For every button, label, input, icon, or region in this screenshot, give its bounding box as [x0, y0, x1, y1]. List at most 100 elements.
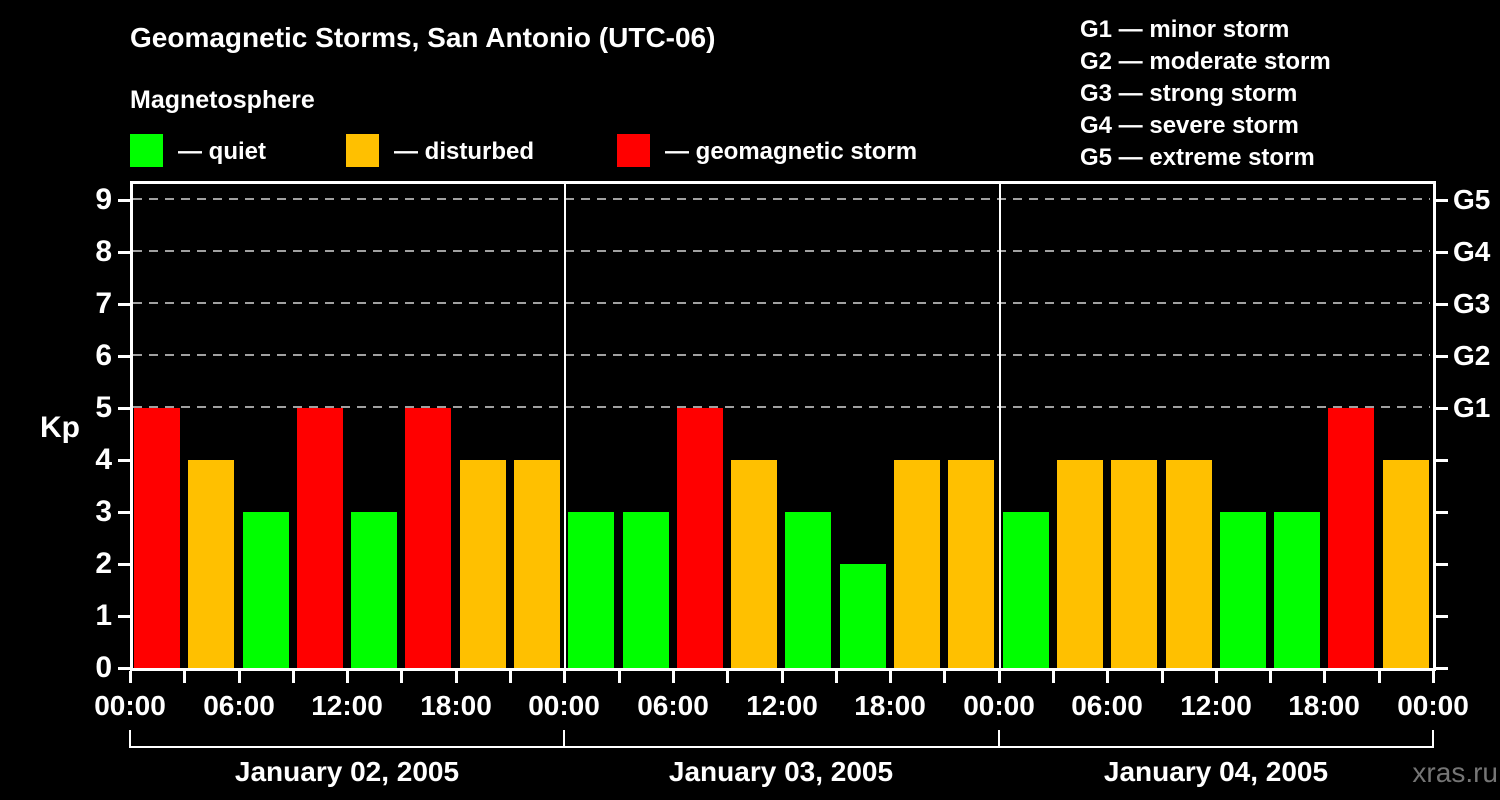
date-bracket-tick [1432, 730, 1434, 748]
g-axis-label: G4 [1453, 236, 1491, 267]
g-legend-line: G1 — minor storm [1080, 16, 1290, 43]
kp-bar [405, 408, 451, 668]
y-tick-left [118, 407, 130, 410]
day-separator [999, 181, 1001, 668]
kp-bar [1274, 512, 1320, 668]
kp-bar [1328, 408, 1374, 668]
x-tick [183, 671, 186, 683]
gridline-kp8 [133, 250, 1430, 252]
watermark: xras.ru [1412, 757, 1498, 788]
kp-bar [351, 512, 397, 668]
x-tick [943, 671, 946, 683]
y-tick-right [1436, 251, 1448, 254]
x-tick [835, 671, 838, 683]
x-tick [129, 671, 132, 683]
y-tick-left [118, 251, 130, 254]
date-bracket-line [999, 746, 1433, 748]
x-tick [1269, 671, 1272, 683]
disturbed-legend-label: — disturbed [394, 138, 535, 165]
x-tick-label: 00:00 [1397, 690, 1469, 721]
y-tick-right [1436, 615, 1448, 618]
x-tick-label: 12:00 [311, 690, 383, 721]
kp-bar [1383, 460, 1429, 668]
x-tick [400, 671, 403, 683]
kp-bar [1220, 512, 1266, 668]
y-tick-label: 0 [95, 651, 112, 684]
y-tick-label: 5 [95, 391, 112, 424]
g-axis-label: G2 [1453, 340, 1491, 371]
x-tick-label: 06:00 [1071, 690, 1143, 721]
kp-bar [894, 460, 940, 668]
gridline-kp7 [133, 302, 1430, 304]
x-tick [1432, 671, 1435, 683]
x-tick-label: 06:00 [637, 690, 709, 721]
x-tick-label: 18:00 [1288, 690, 1360, 721]
kp-bar [731, 460, 777, 668]
kp-bar [514, 460, 560, 668]
day-separator [564, 181, 566, 668]
gridline-kp9 [133, 198, 1430, 200]
g-scale-legend: G1 — minor storm G2 — moderate storm G3 — … [1080, 14, 1331, 174]
kp-bar [1111, 460, 1157, 668]
kp-bar [623, 512, 669, 668]
y-tick-right [1436, 511, 1448, 514]
quiet-legend-label: — quiet [178, 138, 266, 165]
x-tick [563, 671, 566, 683]
x-tick [889, 671, 892, 683]
y-tick-label: 7 [95, 287, 112, 320]
plot-border-top [130, 181, 1436, 184]
kp-bar [243, 512, 289, 668]
kp-bar [840, 564, 886, 668]
x-tick [1106, 671, 1109, 683]
date-bracket-line [564, 746, 998, 748]
x-tick [781, 671, 784, 683]
g-legend-line: G2 — moderate storm [1080, 48, 1331, 75]
x-tick [1161, 671, 1164, 683]
x-tick [998, 671, 1001, 683]
y-tick-left [118, 667, 130, 670]
kp-bar [948, 460, 994, 668]
kp-bar [134, 408, 180, 668]
y-tick-label: 3 [95, 495, 112, 528]
kp-bar [297, 408, 343, 668]
x-tick [1323, 671, 1326, 683]
kp-bar [460, 460, 506, 668]
x-tick-label: 18:00 [854, 690, 926, 721]
y-tick-left [118, 199, 130, 202]
y-tick-right [1436, 199, 1448, 202]
y-tick-left [118, 511, 130, 514]
x-tick [509, 671, 512, 683]
storm-legend-label: — geomagnetic storm [665, 138, 918, 165]
x-tick-label: 00:00 [528, 690, 600, 721]
kp-bar [188, 460, 234, 668]
y-tick-left [118, 459, 130, 462]
plot-border-left [130, 181, 133, 671]
y-tick-right [1436, 459, 1448, 462]
x-tick [618, 671, 621, 683]
page-title: Geomagnetic Storms, San Antonio (UTC-06) [130, 22, 716, 53]
y-tick-right [1436, 407, 1448, 410]
y-tick-right [1436, 355, 1448, 358]
kp-bar [568, 512, 614, 668]
subtitle: Magnetosphere [130, 86, 315, 114]
storm-legend-swatch [617, 134, 650, 167]
y-tick-label: 4 [95, 443, 112, 476]
date-label: January 02, 2005 [234, 756, 460, 787]
y-tick-right [1436, 667, 1448, 670]
x-tick-label: 00:00 [963, 690, 1035, 721]
kp-bar [1166, 460, 1212, 668]
kp-bar [1057, 460, 1103, 668]
y-tick-label: 6 [95, 339, 112, 372]
plot-border-right [1433, 181, 1436, 671]
x-tick [1215, 671, 1218, 683]
x-tick-label: 12:00 [746, 690, 818, 721]
kp-bar [1003, 512, 1049, 668]
g-axis-label: G3 [1453, 288, 1491, 319]
y-tick-left [118, 355, 130, 358]
g-legend-line: G3 — strong storm [1080, 80, 1298, 107]
date-bracket-tick [998, 730, 1000, 748]
x-tick [455, 671, 458, 683]
disturbed-legend-swatch [346, 134, 379, 167]
